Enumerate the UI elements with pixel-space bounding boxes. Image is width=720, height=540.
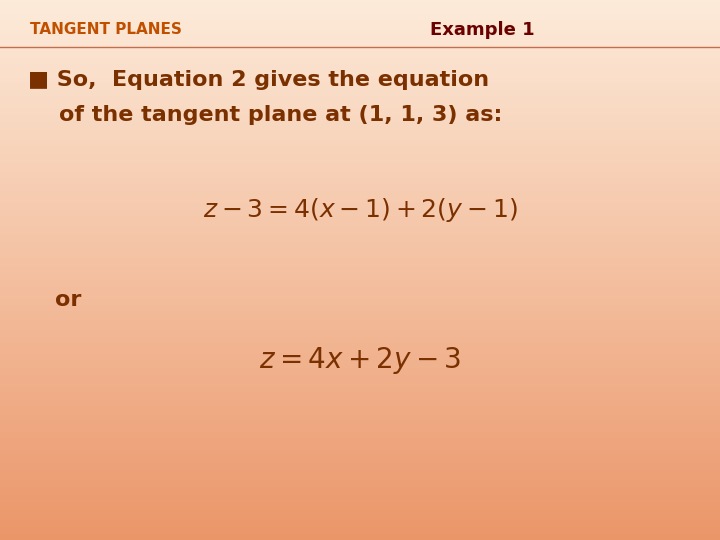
- Text: $z = 4x + 2y - 3$: $z = 4x + 2y - 3$: [258, 345, 462, 375]
- Text: of the tangent plane at (1, 1, 3) as:: of the tangent plane at (1, 1, 3) as:: [28, 105, 503, 125]
- Text: ■ So,  Equation 2 gives the equation: ■ So, Equation 2 gives the equation: [28, 70, 489, 90]
- Text: $z - 3 = 4(x - 1) + 2(y - 1)$: $z - 3 = 4(x - 1) + 2(y - 1)$: [202, 196, 518, 224]
- Text: or: or: [55, 290, 81, 310]
- Text: TANGENT PLANES: TANGENT PLANES: [30, 23, 182, 37]
- Text: Example 1: Example 1: [430, 21, 535, 39]
